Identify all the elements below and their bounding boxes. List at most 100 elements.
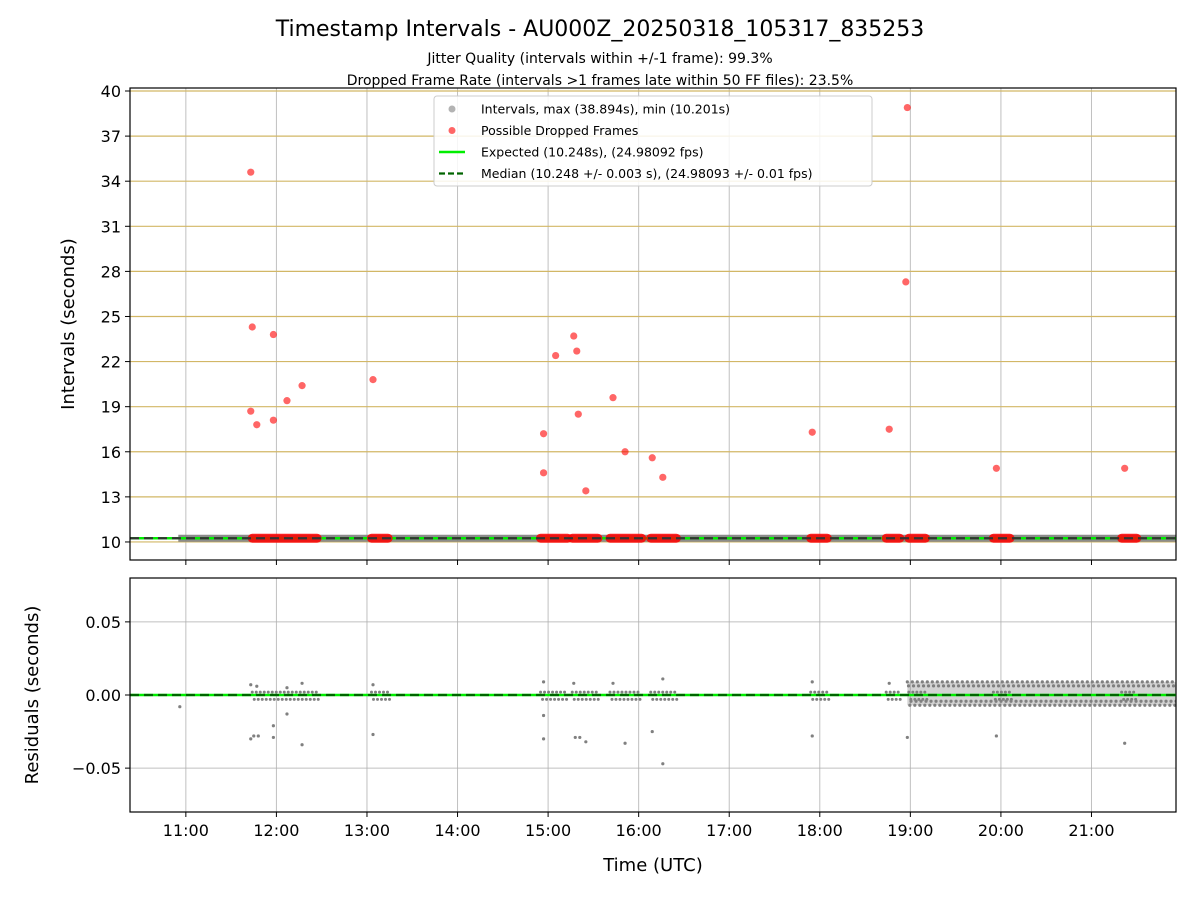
dropped-frame-point bbox=[992, 464, 1000, 472]
residual-point bbox=[1079, 699, 1083, 703]
residual-point bbox=[586, 690, 590, 694]
residual-point bbox=[1086, 684, 1091, 688]
residual-point bbox=[1026, 684, 1031, 688]
residual-point bbox=[1151, 684, 1156, 688]
residual-point bbox=[610, 697, 614, 701]
dropped-frame-point bbox=[885, 425, 893, 433]
residual-point bbox=[252, 734, 256, 738]
residual-point bbox=[991, 684, 996, 688]
residual-point bbox=[278, 690, 282, 694]
residual-point bbox=[954, 699, 958, 703]
residual-point bbox=[249, 683, 253, 687]
residual-point bbox=[949, 699, 953, 703]
residual-point bbox=[310, 690, 314, 694]
residual-point bbox=[594, 690, 598, 694]
dropped-frame-point bbox=[902, 278, 910, 286]
residual-point bbox=[1083, 703, 1087, 707]
residuals-xtick-label: 21:00 bbox=[1068, 821, 1114, 840]
residual-point bbox=[1064, 699, 1068, 703]
residual-point bbox=[1073, 703, 1077, 707]
residual-point bbox=[596, 697, 600, 701]
residual-point bbox=[372, 697, 376, 701]
residual-point bbox=[930, 680, 934, 684]
residual-point bbox=[999, 690, 1003, 694]
residual-point bbox=[923, 703, 927, 707]
residual-point bbox=[1156, 684, 1161, 688]
residual-point bbox=[1125, 680, 1129, 684]
residual-point bbox=[986, 684, 991, 688]
residual-point bbox=[580, 697, 584, 701]
residual-point bbox=[917, 697, 921, 701]
residual-point bbox=[1123, 741, 1127, 745]
residual-point bbox=[989, 699, 993, 703]
residual-point bbox=[1130, 680, 1134, 684]
residuals-xtick-label: 15:00 bbox=[525, 821, 571, 840]
residual-point bbox=[1169, 699, 1173, 703]
dropped-frame-point bbox=[248, 323, 256, 331]
residual-point bbox=[663, 697, 667, 701]
residual-point bbox=[993, 703, 997, 707]
residual-point bbox=[1084, 699, 1088, 703]
residual-point bbox=[541, 713, 546, 718]
dropped-frame-point bbox=[298, 382, 306, 390]
dropped-frame-point bbox=[621, 448, 629, 456]
residuals-xtick-label: 19:00 bbox=[887, 821, 933, 840]
residual-point bbox=[998, 703, 1002, 707]
residual-point bbox=[936, 684, 941, 688]
residual-point bbox=[304, 697, 308, 701]
residual-point bbox=[300, 743, 304, 747]
residual-point bbox=[290, 690, 294, 694]
residual-point bbox=[371, 683, 375, 687]
intervals-ytick-label: 40 bbox=[101, 82, 121, 101]
residual-point bbox=[551, 690, 555, 694]
residual-point bbox=[612, 690, 616, 694]
residual-point bbox=[1115, 680, 1119, 684]
dropped-frame-point bbox=[582, 487, 590, 495]
residuals-xtick-label: 18:00 bbox=[797, 821, 843, 840]
residual-point bbox=[1005, 697, 1009, 701]
residual-point bbox=[628, 690, 632, 694]
residual-point bbox=[1133, 703, 1137, 707]
residual-point bbox=[911, 684, 916, 688]
residual-point bbox=[1046, 684, 1051, 688]
residual-point bbox=[266, 690, 270, 694]
residual-point bbox=[661, 690, 665, 694]
residual-point bbox=[1001, 684, 1006, 688]
residual-point bbox=[255, 684, 259, 688]
residual-point bbox=[1166, 684, 1171, 688]
residual-point bbox=[945, 680, 949, 684]
residual-point bbox=[1009, 697, 1013, 701]
residual-point bbox=[913, 703, 917, 707]
residual-point bbox=[915, 680, 919, 684]
residual-point bbox=[316, 697, 320, 701]
residual-point bbox=[1155, 680, 1159, 684]
residual-point bbox=[1013, 703, 1017, 707]
residual-point bbox=[1148, 703, 1152, 707]
residuals-xtick-label: 14:00 bbox=[434, 821, 480, 840]
residual-point bbox=[1100, 680, 1104, 684]
dropped-frame-point bbox=[369, 376, 377, 384]
intervals-ytick-label: 31 bbox=[101, 217, 121, 236]
residual-point bbox=[1061, 684, 1066, 688]
residual-point bbox=[1076, 684, 1081, 688]
residual-point bbox=[256, 734, 260, 738]
residual-point bbox=[1111, 684, 1116, 688]
dropped-frame-point bbox=[659, 473, 667, 481]
intervals-ytick-label: 34 bbox=[101, 172, 121, 191]
residual-point bbox=[948, 703, 952, 707]
residual-point bbox=[1119, 699, 1123, 703]
residual-point bbox=[994, 734, 998, 738]
residual-point bbox=[915, 690, 919, 694]
residual-point bbox=[622, 697, 626, 701]
residual-point bbox=[1132, 690, 1136, 694]
residual-point bbox=[955, 680, 959, 684]
residual-point bbox=[284, 697, 288, 701]
residual-point bbox=[997, 697, 1001, 701]
residual-point bbox=[1000, 680, 1004, 684]
residual-point bbox=[624, 690, 628, 694]
residual-point bbox=[1023, 703, 1027, 707]
residuals-ticks: 11:00 12:00 13:00 14:00 15:00 16:00 17:00 18:00… bbox=[72, 613, 1115, 840]
residual-point bbox=[919, 690, 923, 694]
residual-point bbox=[611, 681, 615, 685]
residual-point bbox=[1105, 680, 1109, 684]
